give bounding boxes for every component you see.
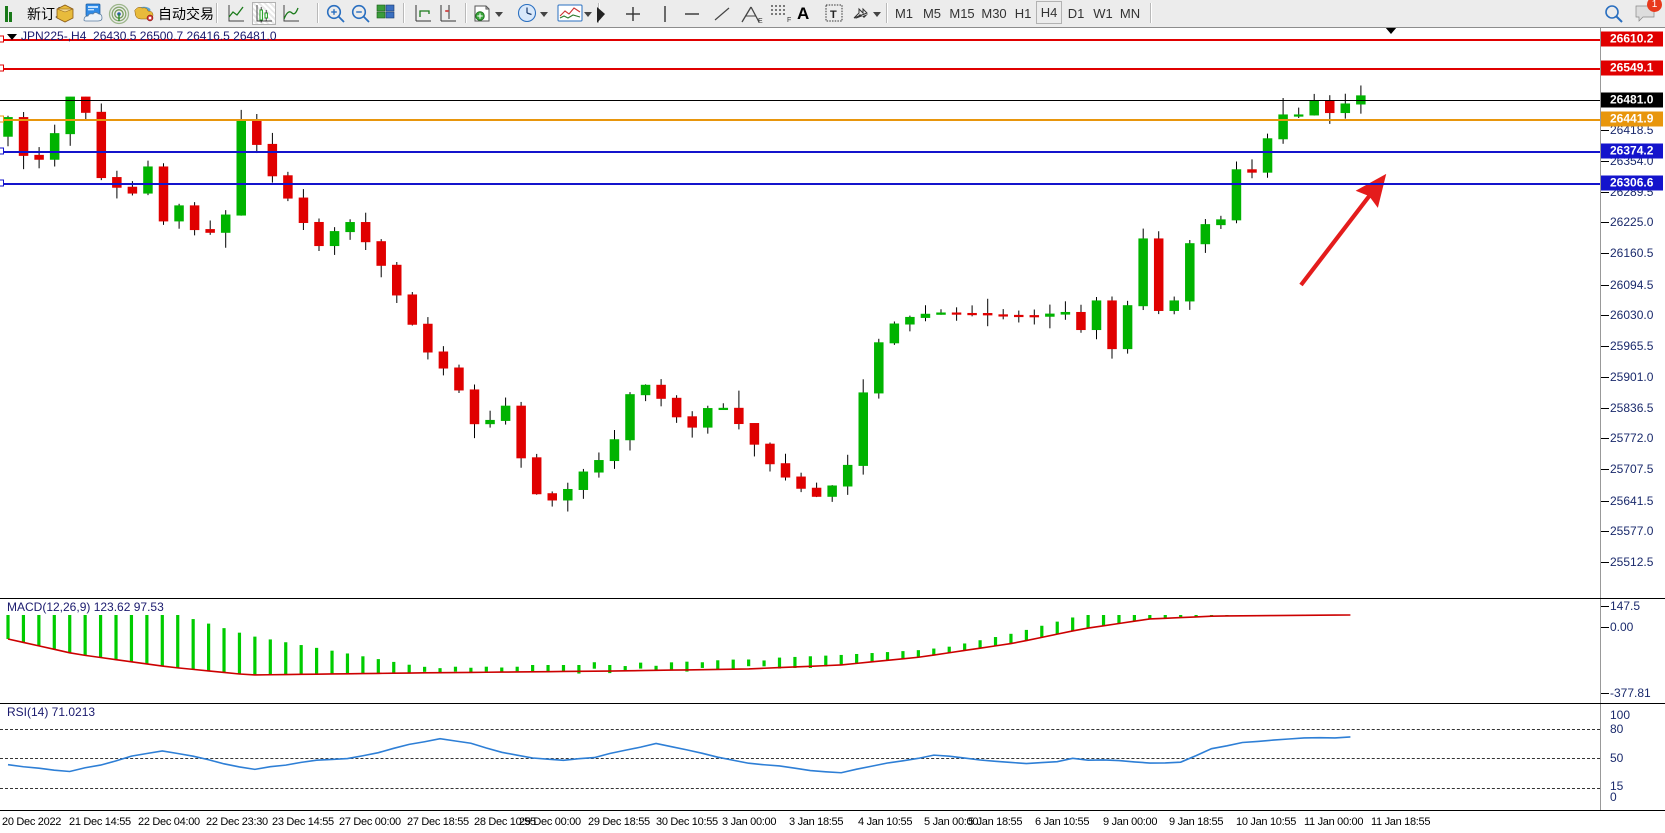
svg-text:F: F xyxy=(787,17,791,24)
svg-text:E: E xyxy=(758,18,763,25)
svg-text:T: T xyxy=(830,9,837,21)
